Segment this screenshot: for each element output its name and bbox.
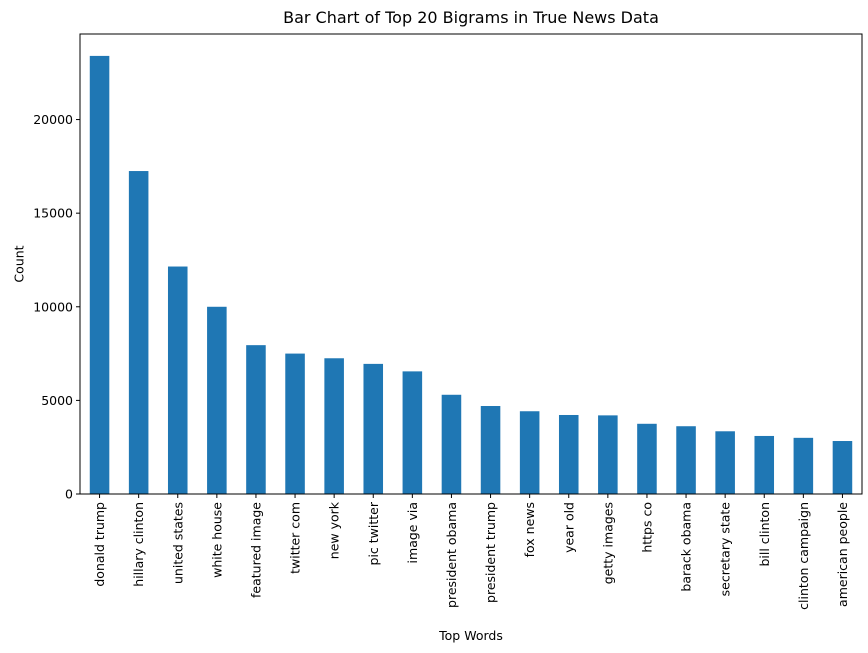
bar-8 (402, 371, 423, 494)
x-tick-label-5: twitter com (288, 502, 303, 574)
x-tick-label-11: fox news (522, 502, 537, 557)
bar-14 (637, 423, 657, 494)
x-tick-label-15: barack obama (679, 502, 694, 592)
chart-title: Bar Chart of Top 20 Bigrams in True News… (283, 8, 659, 27)
bar-4 (246, 345, 266, 494)
x-axis-label: Top Words (438, 628, 503, 643)
bar-5 (285, 353, 305, 494)
bar-7 (363, 363, 384, 494)
bar-19 (832, 441, 853, 494)
x-tick-label-3: white house (209, 502, 224, 578)
x-tick-label-6: new york (327, 501, 342, 559)
x-tick-label-10: president trump (483, 502, 498, 603)
bar-18 (793, 437, 814, 494)
bar-0 (89, 55, 110, 495)
bar-10 (480, 406, 501, 494)
bars-group (89, 55, 853, 495)
y-tick-label-0: 0 (65, 487, 73, 502)
y-tick-label-3: 15000 (33, 206, 73, 221)
x-tick-label-17: bill clinton (757, 502, 772, 567)
x-tick-label-2: united states (170, 502, 185, 584)
bar-1 (128, 171, 149, 495)
x-tick-label-9: president obama (444, 502, 459, 608)
y-tick-label-1: 5000 (41, 393, 73, 408)
bar-6 (324, 358, 344, 494)
x-tick-label-7: pic twitter (366, 501, 381, 565)
x-tick-label-19: american people (835, 502, 850, 607)
x-tick-label-18: clinton campaign (796, 502, 811, 610)
x-tick-label-12: year old (561, 502, 576, 553)
x-axis: donald trump hillary clinton united states… (92, 494, 850, 610)
bar-15 (676, 426, 696, 494)
bar-17 (754, 435, 775, 494)
y-axis: 0 5000 10000 15000 20000 (33, 112, 80, 502)
x-tick-label-13: getty images (600, 502, 615, 584)
bar-9 (441, 394, 462, 494)
bar-11 (519, 411, 540, 494)
x-tick-label-1: hillary clinton (131, 502, 146, 587)
x-tick-label-14: https co (639, 502, 654, 553)
bar-16 (715, 431, 735, 494)
bar-12 (558, 414, 579, 494)
x-tick-label-16: secretary state (718, 502, 733, 597)
x-tick-label-4: featured image (248, 502, 263, 598)
y-tick-label-4: 20000 (33, 112, 73, 127)
x-tick-label-0: donald trump (92, 502, 107, 587)
y-axis-label: Count (12, 245, 27, 282)
bar-3 (207, 306, 227, 494)
bar-2 (167, 266, 188, 494)
bar-13 (598, 415, 618, 494)
plot-frame (79, 33, 863, 495)
y-tick-label-2: 10000 (33, 299, 73, 314)
x-tick-label-8: image via (405, 502, 420, 563)
